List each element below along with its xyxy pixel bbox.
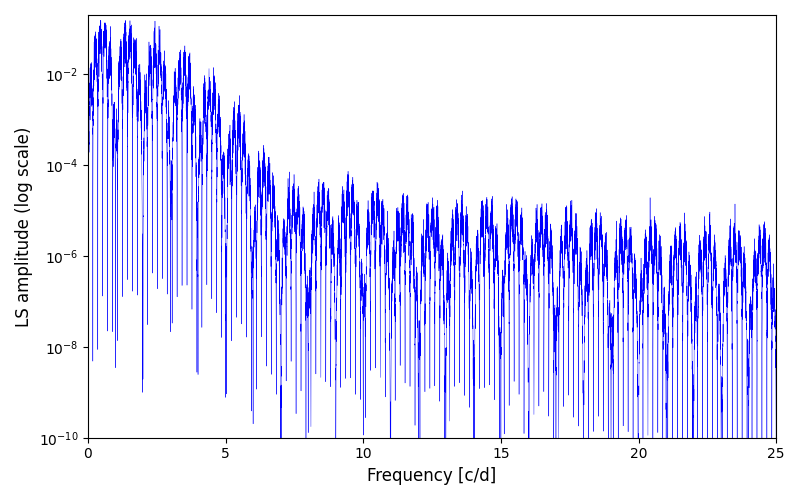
X-axis label: Frequency [c/d]: Frequency [c/d]	[367, 467, 497, 485]
Y-axis label: LS amplitude (log scale): LS amplitude (log scale)	[15, 126, 33, 326]
